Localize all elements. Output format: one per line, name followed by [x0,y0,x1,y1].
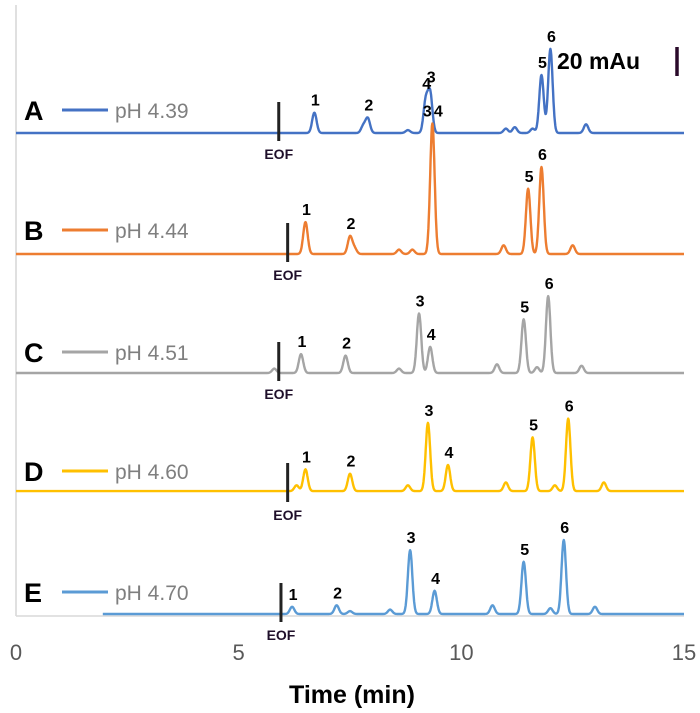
peak-label-d-2: 2 [347,454,356,471]
eof-label-a: EOF [264,146,293,162]
peak-label-c-5: 5 [520,299,529,316]
peak-label-d-4: 4 [445,445,454,462]
peak-label-d-1: 1 [302,449,311,466]
peak-label-b-4: 4 [434,104,443,121]
x-axis-title: Time (min) [289,681,415,709]
legend-label-b: pH 4.44 [115,220,189,243]
eof-label-d: EOF [273,507,302,523]
legend-label-c: pH 4.51 [115,342,189,365]
peak-label-e-5: 5 [520,542,529,559]
peak-label-b-2: 2 [347,216,356,233]
trace-letter-b: B [24,216,44,246]
peak-label-e-1: 1 [289,587,298,604]
trace-letter-a: A [24,96,44,126]
peak-label-c-6: 6 [545,276,554,293]
x-tick-label-10: 10 [449,640,473,665]
peak-label-e-2: 2 [333,585,342,602]
peak-label-b-3: 3 [423,104,432,121]
legend-label-a: pH 4.39 [115,100,189,123]
peak-label-a-1: 1 [311,93,320,110]
peak-label-c-1: 1 [298,334,307,351]
peak-label-a-3: 3 [427,70,436,87]
peak-label-c-2: 2 [342,336,351,353]
trace-letter-c: C [24,338,44,368]
legend-label-d: pH 4.60 [115,461,189,484]
peak-label-e-4: 4 [431,571,440,588]
peak-label-c-3: 3 [416,294,425,311]
peak-label-c-4: 4 [427,327,436,344]
scale-bar: 20 mAu [557,47,679,76]
peak-label-a-2: 2 [364,98,373,115]
eof-label-e: EOF [267,627,296,643]
trace-line-b [15,122,685,256]
trace-line-d [15,417,685,493]
legend-label-e: pH 4.70 [115,582,189,605]
peak-label-a-5: 5 [538,55,547,72]
x-tick-label-5: 5 [233,640,245,665]
scale-bar-label: 20 mAu [557,48,640,74]
peak-label-b-5: 5 [525,169,534,186]
peak-label-e-3: 3 [407,530,416,547]
peak-label-b-1: 1 [302,202,311,219]
peak-label-d-3: 3 [424,403,433,420]
eof-label-b: EOF [273,267,302,283]
x-tick-label-15: 15 [672,640,696,665]
trace-line-e [102,538,685,616]
peak-label-a-6: 6 [547,29,556,46]
trace-letter-d: D [24,457,44,487]
peak-label-d-6: 6 [565,399,574,416]
trace-letter-e: E [24,578,42,608]
trace-line-c [15,294,685,375]
trace-line-a [15,47,685,135]
x-tick-label-0: 0 [10,640,22,665]
peak-label-e-6: 6 [560,520,569,537]
x-axis-ticks: 0 5 10 15 [10,640,696,665]
peak-label-a-4: 4 [422,76,431,93]
eof-label-c: EOF [264,386,293,402]
peak-label-b-6: 6 [538,147,547,164]
peak-label-d-5: 5 [529,417,538,434]
